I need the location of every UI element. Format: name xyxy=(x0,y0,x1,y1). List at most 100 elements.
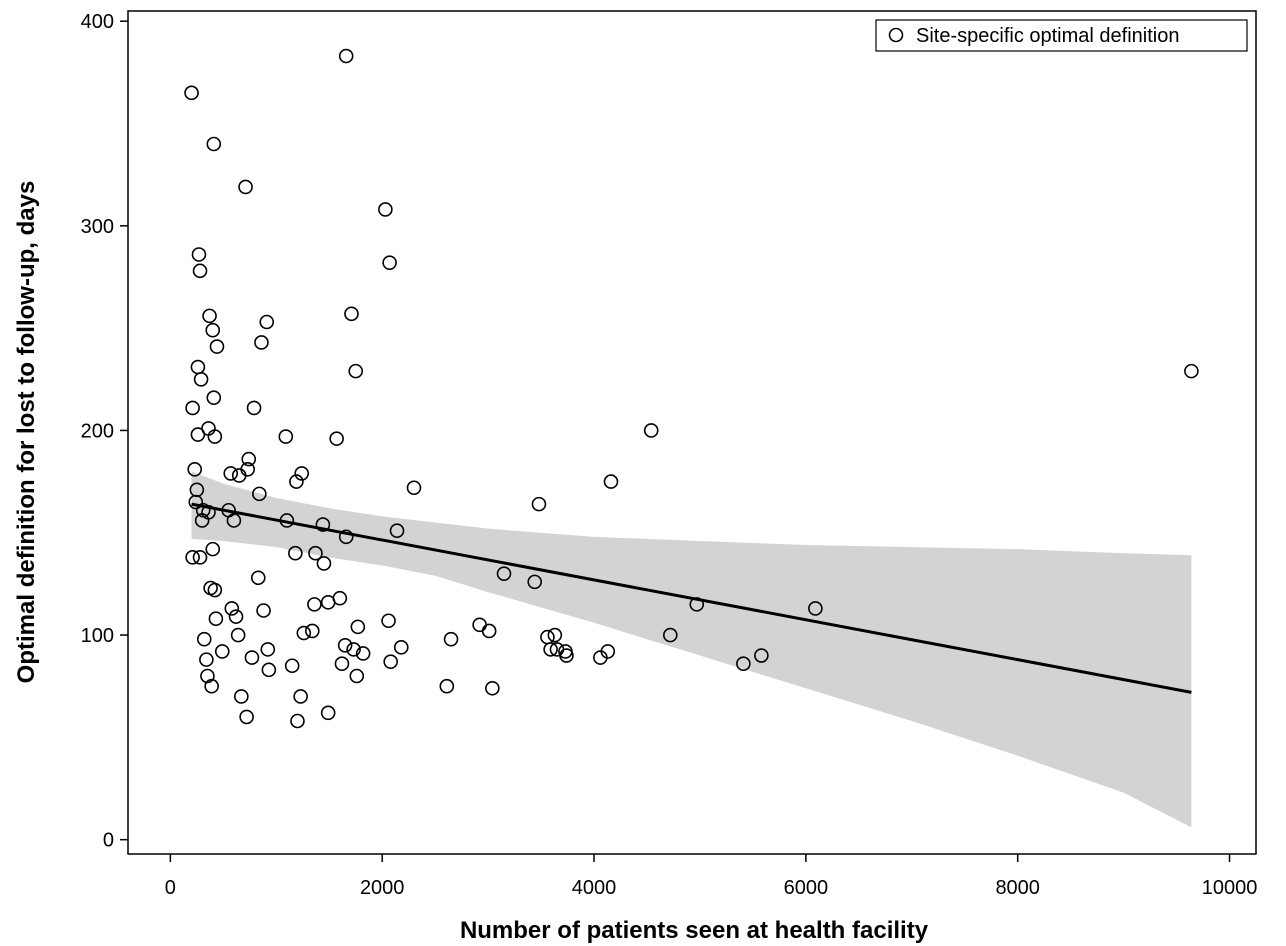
data-point-108 xyxy=(754,648,769,663)
data-point-77 xyxy=(349,668,365,684)
data-point-5 xyxy=(192,550,208,565)
data-point-71 xyxy=(337,637,353,653)
data-point-92 xyxy=(496,566,512,581)
data-point-23 xyxy=(205,541,221,557)
x-tick-label-6000: 6000 xyxy=(784,877,829,899)
data-point-104 xyxy=(643,423,659,438)
data-point-60 xyxy=(296,625,312,641)
data-point-109 xyxy=(808,601,823,616)
legend: Site-specific optimal definition xyxy=(875,19,1248,52)
data-point-97 xyxy=(547,627,563,643)
data-point-59 xyxy=(294,466,310,481)
data-point-16 xyxy=(200,668,215,684)
data-point-51 xyxy=(261,662,277,678)
data-point-58 xyxy=(293,689,308,704)
data-point-64 xyxy=(315,517,331,532)
data-point-28 xyxy=(208,611,224,626)
data-point-49 xyxy=(259,314,275,330)
data-point-53 xyxy=(279,513,295,528)
y-axis-title: Optimal definition for lost to follow-up… xyxy=(13,181,40,684)
data-point-35 xyxy=(228,609,244,624)
y-tick-label-400: 400 xyxy=(81,11,114,33)
data-point-83 xyxy=(383,654,398,669)
data-point-66 xyxy=(320,705,336,721)
data-point-65 xyxy=(316,556,332,571)
data-point-19 xyxy=(201,421,216,436)
legend-label: Site-specific optimal definition xyxy=(916,25,1179,47)
y-tick-label-300: 300 xyxy=(81,216,114,238)
data-points xyxy=(184,48,1199,729)
data-point-1 xyxy=(187,462,203,477)
y-tick-label-100: 100 xyxy=(81,625,114,647)
y-tick-label-0: 0 xyxy=(103,830,114,852)
data-point-72 xyxy=(338,48,354,64)
data-point-8 xyxy=(190,427,206,442)
data-point-103 xyxy=(603,474,619,489)
data-point-90 xyxy=(481,623,497,639)
data-point-14 xyxy=(196,631,212,647)
data-point-63 xyxy=(308,545,323,561)
data-point-15 xyxy=(199,652,214,667)
data-point-85 xyxy=(393,640,409,655)
data-point-40 xyxy=(239,709,254,725)
data-point-48 xyxy=(256,603,271,618)
data-point-36 xyxy=(230,627,246,643)
data-point-94 xyxy=(531,496,547,512)
data-point-68 xyxy=(329,431,344,446)
data-point-9 xyxy=(185,400,200,416)
plot-area xyxy=(184,48,1199,828)
data-point-69 xyxy=(332,590,348,606)
data-point-55 xyxy=(288,545,303,561)
data-point-50 xyxy=(260,642,276,657)
data-point-100 xyxy=(559,648,574,663)
data-point-6 xyxy=(190,359,206,375)
x-tick-label-0: 0 xyxy=(165,877,176,899)
data-point-52 xyxy=(278,429,294,444)
data-point-56 xyxy=(289,474,304,489)
y-axis: 0 100 200 300 400 xyxy=(81,11,128,852)
data-point-102 xyxy=(600,644,616,659)
confidence-band xyxy=(191,471,1192,828)
data-point-106 xyxy=(689,597,705,612)
data-point-29 xyxy=(209,339,225,354)
data-point-88 xyxy=(443,631,459,647)
legend-box xyxy=(875,19,1248,52)
data-point-17 xyxy=(201,504,216,520)
data-point-24 xyxy=(206,136,222,152)
data-point-61 xyxy=(304,623,320,639)
data-point-75 xyxy=(346,642,361,657)
data-point-0 xyxy=(184,85,199,101)
data-point-79 xyxy=(355,646,371,661)
data-point-42 xyxy=(241,451,257,467)
fit-line xyxy=(191,502,1192,694)
data-point-21 xyxy=(204,678,219,694)
data-point-107 xyxy=(736,656,751,672)
data-point-86 xyxy=(406,480,422,496)
data-point-47 xyxy=(254,335,269,350)
x-tick-label-10000: 10000 xyxy=(1202,877,1258,899)
data-point-26 xyxy=(207,429,223,444)
x-tick-label-2000: 2000 xyxy=(360,877,405,899)
plot-frame xyxy=(127,10,1257,855)
data-point-84 xyxy=(389,523,405,539)
x-tick-label-4000: 4000 xyxy=(572,877,617,899)
data-point-22 xyxy=(205,322,221,338)
data-point-44 xyxy=(246,400,262,416)
y-tick-label-200: 200 xyxy=(81,420,114,442)
legend-marker xyxy=(888,27,904,43)
data-point-73 xyxy=(338,529,354,545)
data-point-80 xyxy=(378,202,393,217)
data-point-110 xyxy=(1184,363,1199,379)
x-tick-label-8000: 8000 xyxy=(995,877,1040,899)
data-point-38 xyxy=(234,689,249,704)
x-axis: 0 2000 4000 6000 8000 10000 xyxy=(165,854,1258,899)
data-point-105 xyxy=(662,627,678,643)
data-point-46 xyxy=(252,486,267,502)
data-point-70 xyxy=(334,656,350,672)
data-point-41 xyxy=(240,462,255,477)
data-point-62 xyxy=(307,597,322,612)
data-point-30 xyxy=(214,644,230,659)
data-point-32 xyxy=(223,466,239,481)
data-point-93 xyxy=(527,574,543,590)
